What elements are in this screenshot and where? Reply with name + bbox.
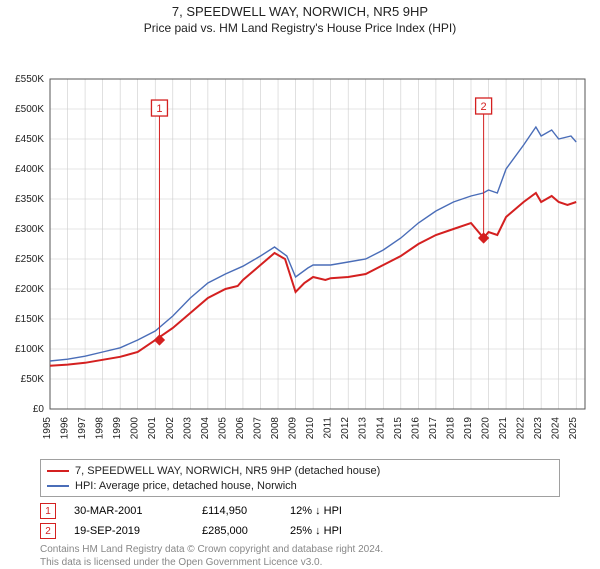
svg-text:£300K: £300K	[15, 224, 44, 235]
svg-text:£250K: £250K	[15, 254, 44, 265]
svg-text:2019: 2019	[463, 417, 474, 440]
transaction-price: £285,000	[202, 525, 272, 537]
svg-text:2005: 2005	[217, 417, 228, 440]
svg-text:£450K: £450K	[15, 134, 44, 145]
svg-text:2012: 2012	[340, 417, 351, 440]
svg-text:2022: 2022	[516, 417, 527, 440]
svg-text:£200K: £200K	[15, 284, 44, 295]
svg-text:£0: £0	[33, 404, 45, 415]
svg-text:£100K: £100K	[15, 344, 44, 355]
transaction-pct: 25% ↓ HPI	[290, 525, 360, 537]
svg-text:2018: 2018	[445, 417, 456, 440]
svg-text:2003: 2003	[182, 417, 193, 440]
transaction-date: 19-SEP-2019	[74, 525, 184, 537]
transaction-row: 2 19-SEP-2019 £285,000 25% ↓ HPI	[40, 521, 560, 541]
credits-line-2: This data is licensed under the Open Gov…	[40, 556, 560, 569]
svg-text:£400K: £400K	[15, 164, 44, 175]
legend-swatch	[47, 470, 69, 472]
svg-text:2010: 2010	[305, 417, 316, 440]
svg-text:2009: 2009	[288, 417, 299, 440]
svg-text:2001: 2001	[147, 417, 158, 440]
legend-item: 7, SPEEDWELL WAY, NORWICH, NR5 9HP (deta…	[47, 463, 553, 478]
svg-text:£50K: £50K	[21, 374, 45, 385]
legend-label: HPI: Average price, detached house, Norw…	[75, 480, 297, 492]
svg-text:2023: 2023	[533, 417, 544, 440]
svg-text:1999: 1999	[112, 417, 123, 440]
svg-text:2017: 2017	[428, 417, 439, 440]
credits: Contains HM Land Registry data © Crown c…	[40, 543, 560, 569]
page-subtitle: Price paid vs. HM Land Registry's House …	[0, 19, 600, 35]
transaction-pct: 12% ↓ HPI	[290, 505, 360, 517]
svg-text:1: 1	[156, 103, 162, 115]
page-title: 7, SPEEDWELL WAY, NORWICH, NR5 9HP	[0, 0, 600, 19]
svg-text:2025: 2025	[568, 417, 579, 440]
svg-text:2011: 2011	[323, 417, 334, 439]
svg-text:2024: 2024	[551, 417, 562, 440]
svg-text:2004: 2004	[200, 417, 211, 440]
svg-text:1997: 1997	[77, 417, 88, 440]
legend: 7, SPEEDWELL WAY, NORWICH, NR5 9HP (deta…	[40, 459, 560, 497]
svg-text:2008: 2008	[270, 417, 281, 440]
svg-text:2013: 2013	[358, 417, 369, 440]
svg-text:2015: 2015	[393, 417, 404, 440]
svg-text:2: 2	[481, 101, 487, 113]
transaction-marker: 2	[40, 523, 56, 539]
svg-text:2014: 2014	[375, 417, 386, 440]
svg-text:2006: 2006	[235, 417, 246, 440]
svg-text:1995: 1995	[42, 417, 53, 440]
svg-text:£550K: £550K	[15, 74, 44, 85]
svg-text:2000: 2000	[130, 417, 141, 440]
legend-swatch	[47, 485, 69, 487]
legend-label: 7, SPEEDWELL WAY, NORWICH, NR5 9HP (deta…	[75, 465, 380, 477]
transaction-marker: 1	[40, 503, 56, 519]
transaction-price: £114,950	[202, 505, 272, 517]
svg-text:£350K: £350K	[15, 194, 44, 205]
svg-text:1996: 1996	[60, 417, 71, 440]
transaction-row: 1 30-MAR-2001 £114,950 12% ↓ HPI	[40, 501, 560, 521]
svg-text:2002: 2002	[165, 417, 176, 440]
svg-text:2007: 2007	[252, 417, 263, 440]
price-chart: £0 £50K £100K £150K £200K £250K £300K £350K £400…	[0, 35, 600, 455]
svg-text:1998: 1998	[95, 417, 106, 440]
svg-text:2021: 2021	[498, 417, 509, 440]
svg-text:2016: 2016	[410, 417, 421, 440]
svg-text:£500K: £500K	[15, 104, 44, 115]
credits-line-1: Contains HM Land Registry data © Crown c…	[40, 543, 560, 556]
legend-item: HPI: Average price, detached house, Norw…	[47, 478, 553, 493]
svg-text:£150K: £150K	[15, 314, 44, 325]
transaction-date: 30-MAR-2001	[74, 505, 184, 517]
svg-text:2020: 2020	[481, 417, 492, 440]
transactions-table: 1 30-MAR-2001 £114,950 12% ↓ HPI 2 19-SEP-201…	[40, 501, 560, 541]
